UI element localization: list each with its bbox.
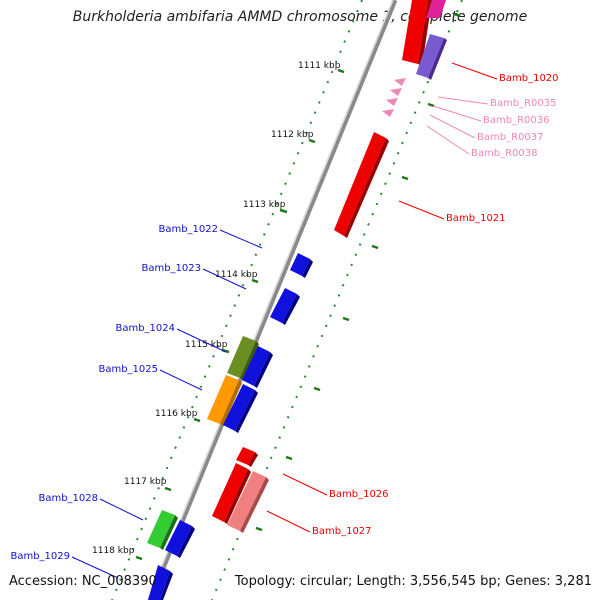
label-leader-line (99, 498, 144, 521)
label-leader-line (202, 268, 247, 290)
tick-mark (337, 68, 345, 74)
gene-feature-bamb-1028[interactable] (147, 510, 178, 550)
genome-summary-text: Topology: circular; Length: 3,556,545 bp… (234, 574, 592, 589)
scale-ticks: 1111 kbp 1112 kbp 1113 kbp 1114 kbp 1115 kbp… (92, 12, 461, 561)
label-leader-line (176, 328, 227, 353)
inner-tick-mark (255, 526, 263, 532)
accession-text: Accession: NC_008390 (9, 574, 157, 589)
inner-tick-mark (427, 102, 435, 108)
label-leader-line (71, 556, 119, 579)
gene-feature-bamb-1026-small[interactable] (236, 447, 258, 467)
gene-label[interactable]: Bamb_1027 (312, 526, 372, 537)
tick-mark (251, 278, 259, 284)
gene-feature-bamb-r0037[interactable] (386, 98, 398, 106)
gene-label[interactable]: Bamb_1024 (115, 323, 175, 334)
inner-tick-mark (371, 244, 379, 250)
label-leader-line (398, 200, 445, 220)
tick-label: 1112 kbp (271, 130, 314, 140)
gene-labels: Bamb_1020 Bamb_R0035 Bamb_R0036 Bamb_R0037 B… (10, 62, 559, 579)
tick-label: 1114 kbp (215, 270, 258, 280)
gene-feature-bamb-r0035[interactable] (394, 78, 406, 86)
gene-feature-bamb-1023[interactable] (270, 288, 300, 325)
gene-feature-magenta[interactable] (426, 0, 446, 18)
gene-feature-bamb-1024[interactable] (227, 336, 259, 380)
inner-tick-mark (342, 316, 350, 322)
tick-label: 1111 kbp (298, 61, 341, 71)
label-leader-line (219, 229, 263, 249)
gene-label[interactable]: Bamb_1023 (141, 263, 201, 274)
tick-mark (308, 138, 316, 144)
gene-label[interactable]: Bamb_1026 (329, 489, 389, 500)
gene-label[interactable]: Bamb_1020 (499, 73, 559, 84)
gene-feature-bamb-1021[interactable] (334, 132, 389, 238)
chromosome-backbone (147, 0, 398, 600)
gene-features (147, 0, 447, 600)
label-leader-line (432, 105, 482, 122)
label-leader-line (429, 114, 476, 139)
gene-label[interactable]: Bamb_1022 (158, 224, 218, 235)
tick-mark (279, 208, 288, 214)
label-leader-line (282, 473, 328, 496)
gene-feature-purple[interactable] (416, 34, 447, 80)
gene-feature-bamb-1028-blue[interactable] (165, 520, 195, 558)
gene-feature-bamb-1025-blue[interactable] (223, 384, 258, 433)
tick-label: 1118 kbp (92, 546, 135, 556)
gene-feature-bamb-1022[interactable] (290, 253, 313, 278)
label-leader-line (437, 96, 489, 105)
gene-feature-bamb-1026[interactable] (212, 463, 251, 524)
gene-label[interactable]: Bamb_R0035 (490, 98, 556, 109)
tick-label: 1115 kbp (185, 340, 228, 350)
gene-feature-bamb-r0036[interactable] (390, 88, 402, 96)
gene-feature-bamb-r0038[interactable] (382, 109, 394, 117)
inner-tick-mark (401, 175, 409, 181)
label-leader-line (451, 62, 498, 80)
gene-feature-bamb-1025[interactable] (207, 375, 242, 426)
gene-feature-bamb-1027[interactable] (227, 471, 269, 533)
gene-label[interactable]: Bamb_R0037 (477, 132, 543, 143)
inner-tick-mark (285, 455, 293, 461)
gene-feature-bamb-1024-blue[interactable] (242, 346, 273, 388)
tick-label: 1116 kbp (155, 409, 198, 419)
inner-tick-mark (453, 12, 461, 18)
label-leader-line (159, 369, 203, 391)
gene-label[interactable]: Bamb_1025 (98, 364, 158, 375)
tick-label: 1113 kbp (243, 200, 286, 210)
gene-label[interactable]: Bamb_R0036 (483, 115, 549, 126)
tick-mark (164, 486, 172, 492)
gene-feature-bamb-1029[interactable] (148, 565, 173, 600)
tick-label: 1117 kbp (124, 477, 167, 487)
gene-label[interactable]: Bamb_1029 (10, 551, 70, 562)
gene-label[interactable]: Bamb_1028 (38, 493, 98, 504)
inner-tick-mark (313, 386, 321, 392)
tick-mark (135, 555, 143, 561)
label-leader-line (266, 510, 311, 533)
gene-label[interactable]: Bamb_1021 (446, 213, 506, 224)
label-leader-line (426, 125, 470, 155)
gene-label[interactable]: Bamb_R0038 (471, 148, 537, 159)
tick-mark (193, 417, 201, 423)
